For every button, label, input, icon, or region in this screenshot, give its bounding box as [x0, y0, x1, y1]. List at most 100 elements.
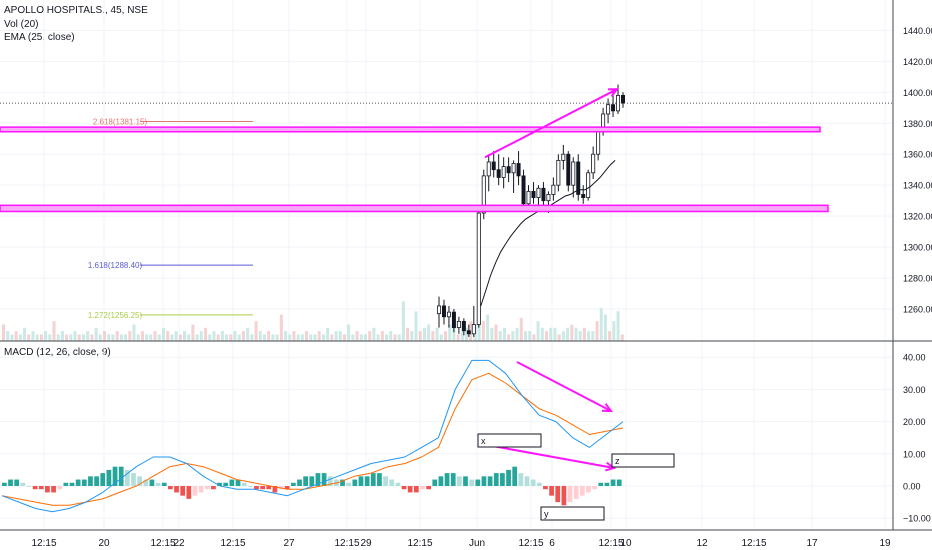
macd-histogram-bar	[211, 486, 216, 490]
volume-bar	[443, 331, 448, 341]
volume-bar	[591, 331, 595, 341]
volume-bar	[431, 331, 435, 341]
x-axis-tick-label: 19	[879, 538, 891, 549]
candle-body	[606, 104, 611, 115]
price-axis-tick-label: 1300.00	[903, 243, 932, 253]
x-axis-tick-label: 12:15	[334, 538, 359, 549]
macd-study-legend[interactable]: MACD (12, 26, close, 9)	[4, 347, 111, 358]
macd-histogram-bar	[32, 486, 38, 490]
volume-bar	[313, 334, 317, 341]
volume-bar	[288, 334, 292, 341]
volume-bar	[174, 331, 178, 341]
macd-histogram-bar	[549, 486, 554, 496]
annotation-box	[611, 453, 675, 468]
macd-histogram-bar	[579, 486, 585, 496]
volume-bar	[359, 334, 363, 341]
volume-bar	[309, 334, 313, 341]
volume-bar	[338, 331, 342, 341]
candle-body	[566, 153, 571, 186]
volume-bar	[14, 331, 18, 341]
volume-bar	[136, 334, 140, 341]
macd-histogram-bar	[420, 486, 425, 490]
volume-bar	[178, 334, 182, 341]
candle-body	[611, 104, 616, 112]
macd-histogram-bar	[26, 486, 32, 487]
macd-histogram-bar	[598, 482, 604, 486]
volume-bar	[435, 327, 439, 341]
macd-histogram-bar	[481, 476, 487, 486]
candle-body	[551, 184, 556, 195]
volume-bar	[212, 331, 216, 341]
histogram-divergence-arrow	[486, 444, 615, 469]
macd-line	[1, 359, 624, 513]
macd-histogram-bar	[358, 476, 364, 486]
macd-histogram-bar	[493, 473, 499, 486]
volume-bar	[56, 334, 60, 341]
volume-bar	[292, 331, 296, 341]
candle-body	[571, 161, 576, 186]
volume-bar	[372, 327, 376, 341]
macd-histogram-bar	[186, 486, 192, 499]
macd-axis-tick-label: 0.00	[903, 482, 921, 492]
candle-body	[541, 187, 546, 202]
fib-level-label: 1.618(1288.40)	[88, 261, 143, 270]
volume-bar	[18, 334, 22, 341]
volume-bar	[603, 314, 607, 341]
volume-bar	[515, 327, 519, 341]
macd-histogram-bar	[180, 486, 186, 496]
user-drawings[interactable]: x y z	[0, 88, 829, 521]
volume-histogram	[2, 301, 624, 341]
macd-histogram-bar	[407, 486, 413, 493]
macd-histogram-bar	[161, 482, 167, 486]
candle-body	[491, 161, 496, 171]
volume-bar	[545, 331, 549, 341]
macd-histogram-bar	[198, 486, 204, 493]
macd-axis-tick-label: 10.00	[903, 449, 926, 459]
volume-bar	[77, 334, 81, 341]
x-axis-tick-label: 12:15	[518, 538, 543, 549]
candle-body	[546, 194, 551, 202]
volume-bar	[233, 331, 237, 341]
volume-bar	[31, 331, 35, 341]
volume-bar	[532, 334, 536, 341]
volume-bar	[418, 331, 422, 341]
symbol-legend[interactable]: APOLLO HOSPITALS., 45, NSE	[4, 5, 148, 16]
volume-bar	[300, 334, 304, 341]
volume-bar	[39, 334, 43, 341]
macd-histogram-bar	[118, 466, 124, 486]
candle-body	[526, 190, 531, 205]
macd-histogram-bar	[223, 482, 229, 486]
volume-bar	[115, 331, 119, 341]
macd-histogram-bar	[592, 486, 598, 490]
volume-bar	[406, 327, 410, 341]
volume-study-legend[interactable]: Vol (20)	[4, 19, 39, 30]
macd-histogram-bar	[20, 482, 26, 486]
candle-body	[516, 163, 521, 177]
volume-bar	[52, 321, 56, 341]
candle-body	[456, 321, 461, 329]
macd-histogram-bar	[38, 486, 44, 490]
macd-axis-tick-label: −10.00	[903, 514, 931, 524]
annotation-box	[477, 433, 542, 448]
volume-bar	[364, 334, 368, 341]
volume-bar	[561, 331, 565, 341]
price-trend-arrow-head	[607, 88, 620, 97]
volume-bar	[195, 334, 199, 341]
volume-bar	[486, 314, 490, 341]
candle-body	[586, 172, 591, 198]
volume-bar	[183, 331, 187, 341]
macd-histogram-bar	[94, 476, 99, 486]
macd-histogram-bar	[506, 469, 511, 486]
candle-body	[621, 94, 626, 104]
macd-histogram-bar	[426, 486, 431, 490]
ema-study-legend[interactable]: EMA (25, close)	[4, 32, 75, 43]
macd-axis-tick-label: 40.00	[903, 353, 926, 363]
macd-histogram-bar	[174, 486, 179, 493]
price-axis-tick-label: 1420.00	[903, 57, 932, 67]
annotation-label: z	[615, 456, 620, 466]
x-axis-tick-label: 12:15	[741, 538, 766, 549]
price-trend-arrow	[484, 88, 618, 159]
volume-bar	[549, 327, 553, 341]
volume-bar	[145, 334, 149, 341]
